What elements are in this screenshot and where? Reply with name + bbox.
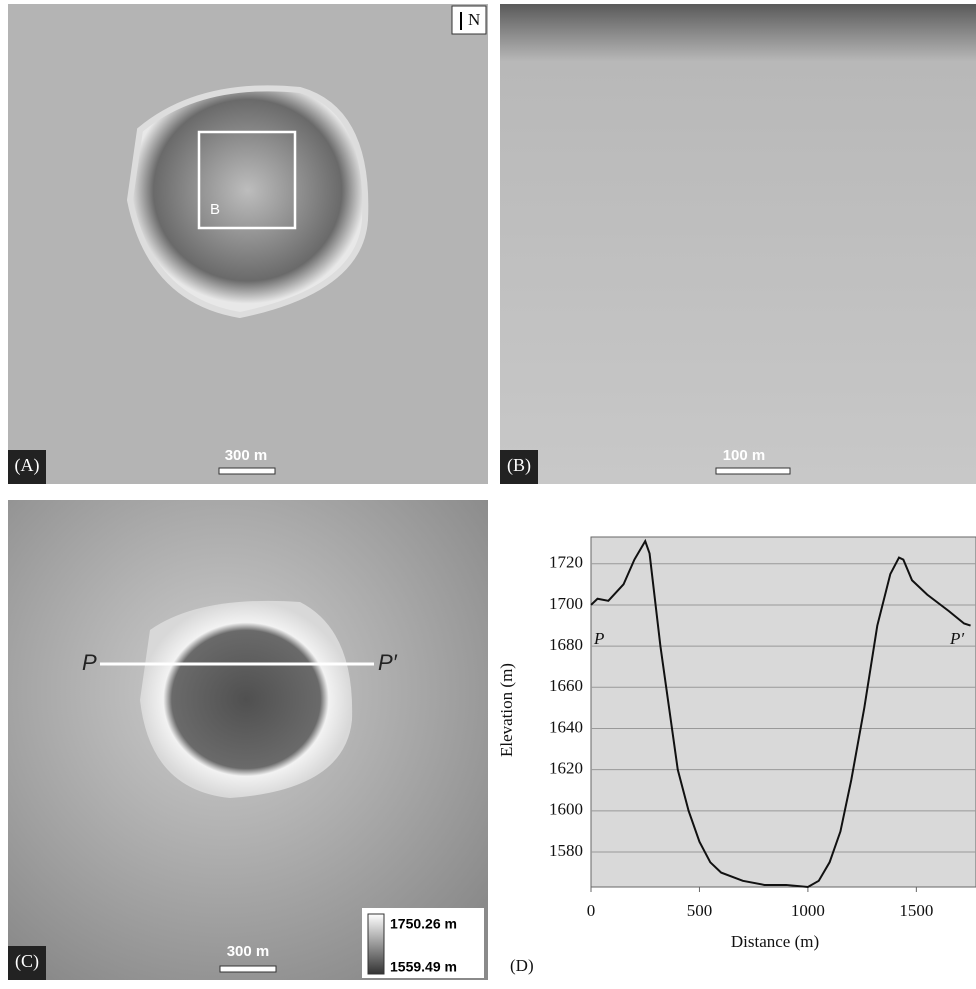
inset-label: B [210, 201, 220, 218]
x-tick-label: 1000 [791, 901, 825, 920]
legend-high: 1750.26 m [390, 916, 457, 932]
panel-label: (C) [15, 951, 39, 972]
figure: B N (A) 300 m (B) 100 m P P′ (C) 300 m 1… [0, 0, 976, 984]
y-tick-label: 1600 [549, 800, 583, 819]
y-axis-title: Elevation (m) [497, 663, 516, 757]
y-tick-label: 1580 [549, 841, 583, 860]
image-b [500, 4, 976, 484]
crater-dem [140, 601, 352, 798]
y-tick-label: 1640 [549, 717, 583, 736]
legend-low: 1559.49 m [390, 959, 457, 975]
x-tick-label: 500 [687, 901, 713, 920]
panel-label: (D) [510, 956, 534, 975]
legend-ramp [368, 914, 384, 974]
y-tick-label: 1620 [549, 759, 583, 778]
x-axis-title: Distance (m) [731, 932, 819, 951]
profile-start: P [82, 650, 97, 675]
x-tick-label: 0 [587, 901, 596, 920]
y-tick-label: 1700 [549, 594, 583, 613]
profile-end: P′ [378, 650, 398, 675]
scale-label: 100 m [723, 447, 766, 464]
scale-label: 300 m [225, 447, 268, 464]
panel-label: (B) [507, 455, 531, 476]
plot-area [591, 537, 976, 887]
y-tick-label: 1720 [549, 553, 583, 572]
y-tick-label: 1680 [549, 635, 583, 654]
y-tick-label: 1660 [549, 676, 583, 695]
scale-bar [220, 966, 276, 972]
panel-c: P P′ (C) 300 m 1750.26 m 1559.49 m [8, 500, 488, 980]
north-label: N [468, 10, 480, 29]
page: B N (A) 300 m (B) 100 m P P′ (C) 300 m 1… [0, 0, 976, 984]
panel-a: B N (A) 300 m [8, 4, 488, 484]
panel-label: (A) [15, 455, 40, 476]
scale-bar [219, 468, 275, 474]
scale-label: 300 m [227, 943, 270, 960]
panel-b: (B) 100 m [500, 4, 976, 484]
annotation: P′ [949, 629, 964, 648]
x-tick-label: 1500 [899, 901, 933, 920]
panel-d: (D) Distance (m) Elevation (m) 1580 1600 1… [497, 537, 976, 975]
scale-bar [716, 468, 790, 474]
annotation: P [593, 629, 604, 648]
